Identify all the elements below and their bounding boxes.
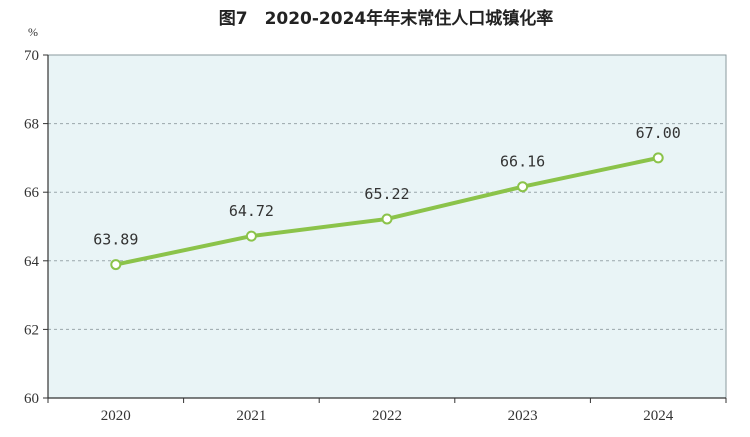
y-tick-label-68: 68	[24, 117, 39, 133]
x-tick-label-2022: 2022	[372, 408, 402, 424]
data-label-2020: 63.89	[93, 231, 138, 249]
data-point-2024	[652, 152, 664, 164]
data-label-2023: 66.16	[500, 153, 545, 171]
y-tick-label-60: 60	[24, 391, 39, 407]
y-tick-label-70: 70	[24, 48, 39, 64]
data-label-2021: 64.72	[229, 202, 274, 220]
data-point-2023	[517, 181, 529, 193]
x-tick-label-2023: 2023	[508, 408, 538, 424]
x-tick-label-2020: 2020	[101, 408, 131, 424]
x-tick-label-2021: 2021	[236, 408, 266, 424]
data-label-2022: 65.22	[364, 185, 409, 203]
data-point-2022	[381, 213, 393, 225]
grid-lines	[48, 123, 726, 330]
y-tick-label-62: 62	[24, 322, 39, 338]
series	[110, 152, 664, 271]
y-axis-unit-label: %	[28, 25, 38, 39]
chart-title: 图7 2020-2024年年末常住人口城镇化率	[219, 8, 554, 29]
y-tick-label-66: 66	[24, 185, 40, 201]
plot-area	[47, 54, 727, 399]
y-tick-label-64: 64	[24, 254, 40, 270]
data-point-2021	[245, 230, 257, 242]
x-tick-labels: 2020 2021 2022 2023 2024	[101, 408, 674, 424]
data-point-2020	[110, 259, 122, 271]
axes	[43, 54, 727, 403]
x-tick-label-2024: 2024	[643, 408, 674, 424]
y-tick-labels: 60 62 64 66 68 70	[24, 48, 40, 407]
data-labels: 63.89 64.72 65.22 66.16 67.00	[93, 124, 681, 249]
data-label-2024: 67.00	[636, 124, 681, 142]
